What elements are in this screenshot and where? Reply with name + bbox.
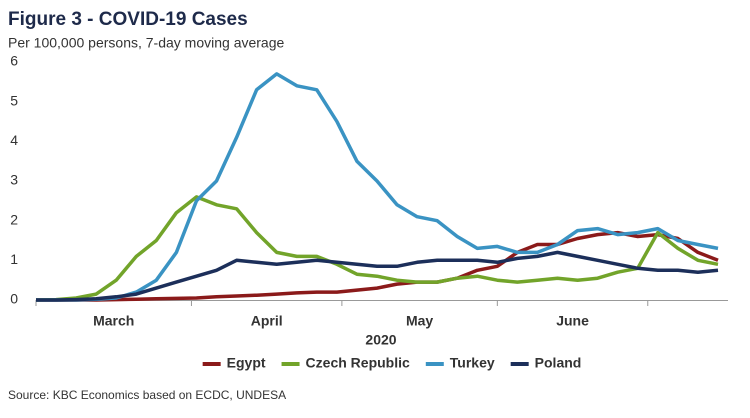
legend-label: Czech Republic xyxy=(306,355,410,371)
series-line xyxy=(36,230,719,302)
series-line xyxy=(36,72,719,302)
series-line xyxy=(35,195,719,302)
y-tick-label: 5 xyxy=(10,92,18,108)
source-note: Source: KBC Economics based on ECDC, UND… xyxy=(8,388,286,402)
legend-label: Poland xyxy=(535,355,582,371)
y-tick-label: 3 xyxy=(10,172,18,188)
x-tick-label: April xyxy=(251,313,283,329)
y-tick-label: 4 xyxy=(10,132,18,148)
x-tick-label: June xyxy=(556,313,589,329)
y-tick-label: 1 xyxy=(10,251,18,267)
y-tick-label: 0 xyxy=(10,291,18,307)
legend-label: Turkey xyxy=(450,355,495,371)
y-tick-label: 2 xyxy=(10,211,18,227)
chart-title: Figure 3 - COVID-19 Cases xyxy=(8,9,248,30)
chart-subtitle: Per 100,000 persons, 7-day moving averag… xyxy=(8,35,284,51)
x-tick-label: May xyxy=(406,313,433,329)
x-axis-label: 2020 xyxy=(365,332,396,348)
x-tick-label: March xyxy=(93,313,134,329)
series-line xyxy=(36,250,719,302)
y-tick-label: 6 xyxy=(10,53,18,69)
legend-label: Egypt xyxy=(227,355,266,371)
